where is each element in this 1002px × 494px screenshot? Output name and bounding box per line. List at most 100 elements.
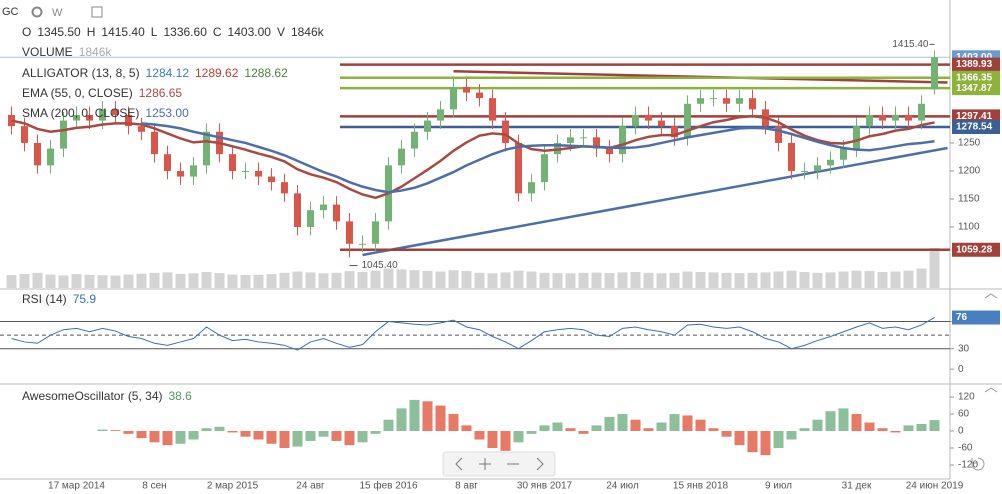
- symbol: GC: [2, 6, 19, 18]
- y-tick-label: 1150: [958, 194, 980, 205]
- ao-bar: [604, 416, 615, 432]
- header-label: O: [22, 25, 31, 39]
- ao-bar: [305, 431, 316, 441]
- volume-bar: [617, 272, 628, 288]
- ao-bar: [565, 428, 576, 432]
- ao-bar: [409, 399, 420, 432]
- candle-body: [450, 86, 457, 110]
- legend-name: ALLIGATOR (13, 8, 5): [22, 66, 140, 80]
- volume-bar: [578, 272, 589, 288]
- pane-collapse-icon[interactable]: [984, 293, 998, 393]
- scroll-right-button[interactable]: [536, 457, 544, 471]
- scroll-left-button[interactable]: [455, 457, 463, 471]
- ao-bar: [890, 431, 901, 433]
- header-label: C: [213, 25, 222, 39]
- ao-bar: [786, 431, 797, 440]
- nav-buttons: [442, 451, 556, 477]
- candle-body: [606, 148, 613, 155]
- y-tick-label: 0: [958, 426, 964, 437]
- volume-bar: [656, 273, 667, 288]
- ao-bar: [721, 431, 732, 437]
- ao-bar: [617, 414, 628, 432]
- candle-body: [697, 98, 704, 104]
- volume-bar: [318, 273, 329, 288]
- volume-bar: [32, 272, 43, 288]
- nav-bar: [442, 451, 556, 477]
- x-tick-label: 17 мар 2014: [48, 481, 105, 492]
- candle-body: [801, 170, 808, 172]
- header-label: H: [87, 25, 96, 39]
- volume-bar: [396, 269, 407, 288]
- candle-body: [177, 170, 184, 177]
- candle-body: [658, 120, 665, 127]
- candle-body: [86, 114, 93, 121]
- candle-body: [671, 126, 678, 138]
- ao-bar: [422, 401, 433, 432]
- volume-bar: [526, 271, 537, 288]
- ao-bar: [838, 408, 849, 432]
- candle-body: [112, 109, 119, 115]
- volume-bar: [812, 272, 823, 288]
- x-tick-label: 24 июн 2019: [906, 481, 964, 492]
- volume-bar: [916, 268, 927, 288]
- candle-body: [60, 120, 67, 149]
- y-tick-label: 1100: [958, 222, 980, 233]
- candle-body: [203, 131, 210, 166]
- volume-bar: [929, 248, 940, 288]
- price-label-box: [952, 119, 1000, 134]
- price-label: 1403.00: [956, 52, 993, 63]
- x-tick-label: 30 янв 2017: [517, 481, 573, 492]
- volume-bar: [253, 274, 264, 288]
- x-tick-label: 8 авг: [455, 481, 478, 492]
- x-tick-label: 9 июл: [765, 481, 792, 492]
- volume-bar: [435, 271, 446, 288]
- current-value-box: [952, 310, 1000, 325]
- price-label-box: [952, 81, 1000, 96]
- candle-body: [567, 137, 574, 143]
- candle-body: [788, 142, 795, 171]
- volume-bar: [734, 273, 745, 288]
- ao-bar: [812, 419, 823, 432]
- ao-bar: [760, 431, 771, 456]
- volume-bar: [292, 271, 303, 288]
- volume-bar: [97, 275, 108, 288]
- volume-bar: [513, 270, 524, 288]
- candle-body: [749, 98, 756, 110]
- legend-name: EMA (55, 0, CLOSE): [22, 86, 133, 100]
- ao-bar: [682, 415, 693, 432]
- indicator-line: [141, 122, 935, 194]
- candle-body: [138, 126, 145, 132]
- ao-bar: [656, 422, 667, 432]
- fullscreen-icon[interactable]: [91, 6, 103, 18]
- price-label-box: [952, 242, 1000, 257]
- volume-bar: [838, 271, 849, 288]
- zoom-in-button[interactable]: [479, 458, 491, 470]
- volume-bar: [591, 272, 602, 288]
- candle-body: [99, 109, 106, 121]
- header-value: 1846k: [291, 25, 325, 39]
- candle-body: [372, 221, 379, 244]
- reset-button[interactable]: [971, 457, 985, 471]
- legend-value: 1286.65: [139, 86, 183, 100]
- y-tick-label: 60: [958, 409, 970, 420]
- ao-bar: [396, 408, 407, 432]
- candle-body: [580, 137, 587, 139]
- volume-bar: [851, 270, 862, 288]
- interval-button[interactable]: W: [52, 7, 63, 19]
- settings-icon[interactable]: [31, 6, 43, 18]
- trendline: [362, 146, 948, 257]
- ao-bar: [734, 431, 745, 446]
- volume-bar: [721, 272, 732, 288]
- ao-bar: [643, 428, 654, 432]
- y-tick-label: 120: [958, 392, 975, 403]
- volume-bar: [19, 273, 30, 288]
- header-value: 1336.60: [163, 25, 207, 39]
- candle-body: [424, 120, 431, 132]
- volume-bar: [695, 271, 706, 288]
- ao-bar: [630, 419, 641, 432]
- candle-body: [125, 114, 132, 127]
- ao-bar: [188, 431, 199, 440]
- ao-bar: [318, 431, 329, 437]
- candle-body: [775, 126, 782, 143]
- volume-bar: [331, 272, 342, 288]
